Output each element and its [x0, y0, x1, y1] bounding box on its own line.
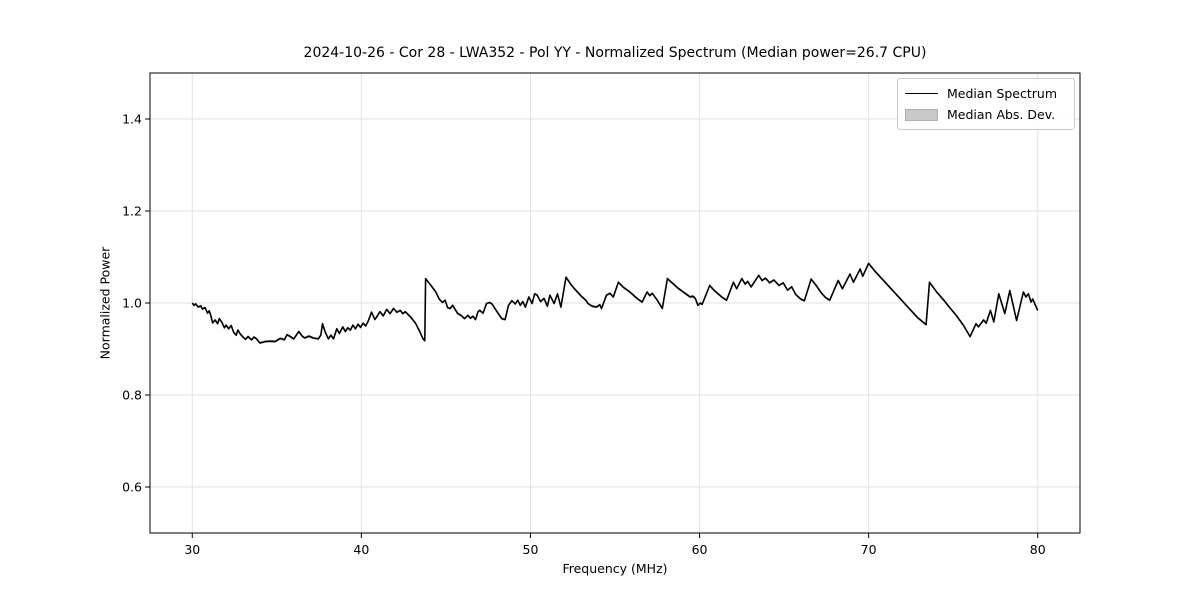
legend-item-median-abs-dev: Median Abs. Dev.	[905, 107, 1064, 122]
legend-line-sample-icon	[905, 93, 938, 94]
chart-title: 2024-10-26 - Cor 28 - LWA352 - Pol YY - …	[303, 45, 927, 61]
y-tick-label: 0.8	[122, 388, 142, 403]
y-tick-label: 0.6	[122, 480, 142, 495]
x-tick-label: 40	[353, 542, 369, 557]
median-spectrum-line	[191, 262, 1039, 344]
legend: Median Spectrum Median Abs. Dev.	[897, 78, 1075, 130]
x-tick-label: 80	[1030, 542, 1046, 557]
legend-item-median-spectrum: Median Spectrum	[905, 86, 1064, 101]
x-tick-label: 30	[184, 542, 200, 557]
legend-label-median-abs-dev: Median Abs. Dev.	[947, 107, 1056, 122]
x-tick-label: 50	[523, 542, 539, 557]
x-tick-label: 70	[861, 542, 877, 557]
legend-label-median-spectrum: Median Spectrum	[947, 86, 1058, 101]
y-axis-label: Normalized Power	[97, 246, 113, 360]
y-tick-label: 1.2	[122, 204, 142, 219]
y-tick-label: 1.0	[122, 296, 142, 311]
x-axis-label: Frequency (MHz)	[562, 561, 668, 576]
legend-patch-sample-icon	[905, 108, 938, 121]
y-tick-label: 1.4	[122, 112, 142, 127]
x-tick-label: 60	[692, 542, 708, 557]
